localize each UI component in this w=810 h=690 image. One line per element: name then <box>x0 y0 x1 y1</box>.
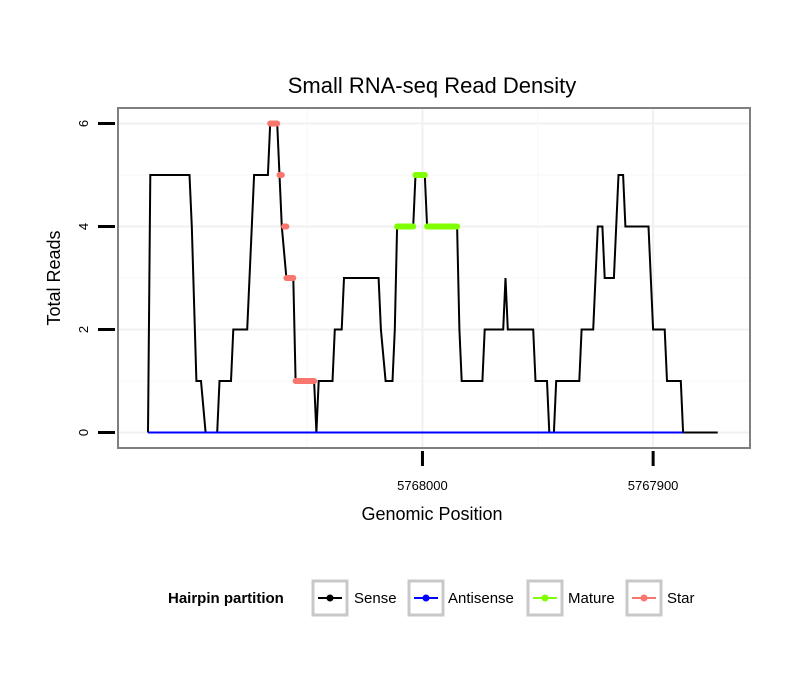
legend-label-mature: Mature <box>568 590 615 607</box>
legend-key-point <box>640 594 648 602</box>
legend-key-point <box>422 594 430 602</box>
y-axis-title: Total Reads <box>44 230 64 325</box>
legend-title: Hairpin partition <box>168 590 284 607</box>
x-tick-label: 5768000 <box>397 478 448 493</box>
legend-label-sense: Sense <box>354 590 397 607</box>
y-tick-label: 4 <box>76 223 91 230</box>
legend-key-point <box>326 594 334 602</box>
legend-key-point <box>541 594 549 602</box>
grid-lines <box>118 108 750 448</box>
legend-item-antisense: Antisense <box>407 579 514 617</box>
series-line-sense <box>147 122 718 434</box>
y-tick-label: 0 <box>76 429 91 436</box>
chart-title: Small RNA-seq Read Density <box>288 73 577 98</box>
panel-border <box>117 107 751 449</box>
legend-item-sense: Sense <box>311 579 397 617</box>
legend: Hairpin partition Sense Antisense Mature St… <box>168 579 695 617</box>
legend-item-star: Star <box>625 579 695 617</box>
y-axis: 0 2 4 6 <box>76 120 115 436</box>
legend-label-star: Star <box>667 590 695 607</box>
legend-label-antisense: Antisense <box>448 590 514 607</box>
y-tick-label: 2 <box>76 326 91 333</box>
x-axis-title: Genomic Position <box>361 504 502 524</box>
y-tick-label: 6 <box>76 120 91 127</box>
plot-panel <box>117 107 751 449</box>
x-axis: 5768000 5767900 <box>397 451 678 493</box>
legend-item-mature: Mature <box>526 579 615 617</box>
series-layer <box>147 120 718 434</box>
x-tick-label: 5767900 <box>628 478 679 493</box>
